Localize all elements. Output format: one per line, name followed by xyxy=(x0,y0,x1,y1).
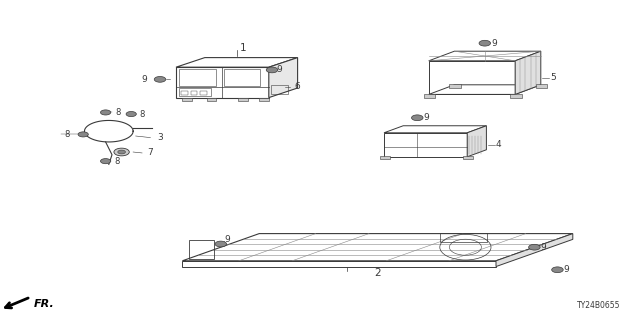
Polygon shape xyxy=(380,156,390,159)
Text: 4: 4 xyxy=(496,140,502,149)
Polygon shape xyxy=(269,58,298,98)
Circle shape xyxy=(479,40,491,46)
Circle shape xyxy=(126,111,136,116)
Text: 8: 8 xyxy=(114,157,119,166)
Text: 9: 9 xyxy=(564,265,570,274)
Text: 9: 9 xyxy=(424,113,429,122)
Polygon shape xyxy=(467,126,486,157)
Polygon shape xyxy=(463,156,473,159)
Polygon shape xyxy=(510,94,522,98)
Circle shape xyxy=(154,76,166,82)
Polygon shape xyxy=(515,51,541,94)
Polygon shape xyxy=(496,234,573,267)
Text: 7: 7 xyxy=(147,148,153,157)
Polygon shape xyxy=(424,94,435,98)
Polygon shape xyxy=(259,98,269,101)
Circle shape xyxy=(215,241,227,247)
Text: TY24B0655: TY24B0655 xyxy=(577,301,621,310)
Circle shape xyxy=(118,150,125,154)
Circle shape xyxy=(100,159,111,164)
Circle shape xyxy=(78,132,88,137)
Text: 5: 5 xyxy=(550,73,556,82)
Polygon shape xyxy=(182,98,192,101)
Circle shape xyxy=(529,244,540,250)
Circle shape xyxy=(114,148,129,156)
Text: 9: 9 xyxy=(492,39,497,48)
Polygon shape xyxy=(238,98,248,101)
Text: 9: 9 xyxy=(224,235,230,244)
Polygon shape xyxy=(207,98,216,101)
Text: 9: 9 xyxy=(141,75,147,84)
Text: 8: 8 xyxy=(140,109,145,118)
Text: 2: 2 xyxy=(374,268,381,278)
Text: 6: 6 xyxy=(294,83,300,92)
Text: 3: 3 xyxy=(157,133,163,142)
Text: 1: 1 xyxy=(240,43,246,53)
Polygon shape xyxy=(536,84,547,88)
Text: 8: 8 xyxy=(64,130,69,139)
Circle shape xyxy=(100,110,111,115)
Circle shape xyxy=(552,267,563,273)
Polygon shape xyxy=(449,84,461,88)
Text: 8: 8 xyxy=(115,108,120,117)
Text: 9: 9 xyxy=(276,65,282,75)
Circle shape xyxy=(266,67,278,73)
Text: 9: 9 xyxy=(541,243,547,252)
Circle shape xyxy=(412,115,423,121)
Text: FR.: FR. xyxy=(34,299,54,308)
